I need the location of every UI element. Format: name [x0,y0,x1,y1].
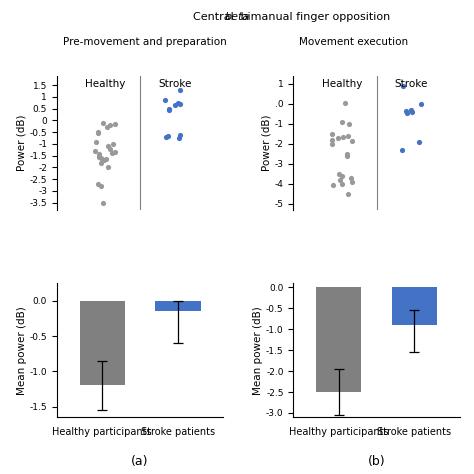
Bar [316,287,361,392]
Text: Healthy: Healthy [85,79,126,89]
Point [328,136,336,144]
Point [91,147,99,155]
Point [415,138,422,146]
Text: (a): (a) [131,455,149,467]
Text: Healthy: Healthy [322,79,362,89]
Point [339,133,347,141]
Bar [155,301,201,311]
Point [96,151,103,158]
Text: Central: Central [193,12,237,22]
Point [165,105,173,112]
Point [347,174,355,182]
Point [100,156,108,164]
Bar [392,287,437,325]
Point [338,172,346,180]
Point [97,182,105,190]
Point [336,170,343,177]
Point [345,190,352,198]
Point [107,121,114,129]
Point [403,109,410,117]
Y-axis label: Mean power (dB): Mean power (dB) [17,306,27,394]
Point [329,181,337,189]
Point [345,120,352,128]
Point [109,140,117,148]
Point [98,154,105,162]
Point [175,134,182,142]
Point [399,82,407,90]
Point [345,132,352,139]
Point [111,120,118,128]
Point [348,137,356,145]
Point [398,146,405,154]
Point [99,199,107,206]
Text: beta: beta [224,12,250,22]
Point [104,124,111,131]
Point [104,164,111,171]
Point [338,180,346,188]
Point [99,119,107,127]
Point [106,145,114,153]
Point [165,106,173,114]
Point [95,153,103,161]
Bar [80,301,125,385]
Point [417,100,425,108]
Point [164,132,172,139]
Text: Stroke: Stroke [394,79,428,89]
Point [348,178,356,185]
Point [408,108,416,116]
Point [176,131,184,138]
Text: Stroke: Stroke [158,79,191,89]
Point [328,130,336,137]
Point [338,118,346,126]
Point [328,140,336,147]
Point [95,152,102,159]
Point [104,143,111,150]
Text: Pre-movement and preparation: Pre-movement and preparation [63,37,227,47]
Point [97,159,105,166]
Y-axis label: Mean power (dB): Mean power (dB) [253,306,263,394]
Point [174,99,182,107]
Point [109,149,116,157]
Point [343,152,351,160]
Point [94,180,102,188]
Text: bimanual finger opposition: bimanual finger opposition [237,12,390,22]
Point [161,97,169,104]
Point [94,129,102,137]
Point [402,107,410,115]
Text: (b): (b) [368,455,385,467]
Point [111,148,119,156]
Point [407,106,415,114]
Point [342,99,349,107]
Y-axis label: Power (dB): Power (dB) [17,115,27,171]
Point [344,150,351,157]
Point [334,134,341,142]
Text: Movement execution: Movement execution [299,37,408,47]
Point [163,133,170,141]
Point [102,155,110,163]
Point [92,138,100,146]
Point [176,100,184,108]
Point [171,101,179,109]
Point [336,176,344,183]
Y-axis label: Power (dB): Power (dB) [262,115,272,171]
Point [177,86,184,94]
Point [94,128,102,136]
